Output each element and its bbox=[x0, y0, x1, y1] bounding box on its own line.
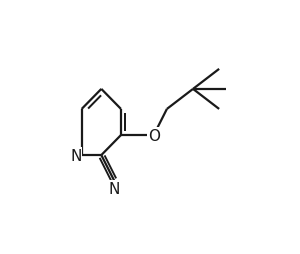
Text: O: O bbox=[148, 128, 160, 143]
Text: N: N bbox=[70, 148, 82, 163]
Text: N: N bbox=[109, 181, 120, 196]
